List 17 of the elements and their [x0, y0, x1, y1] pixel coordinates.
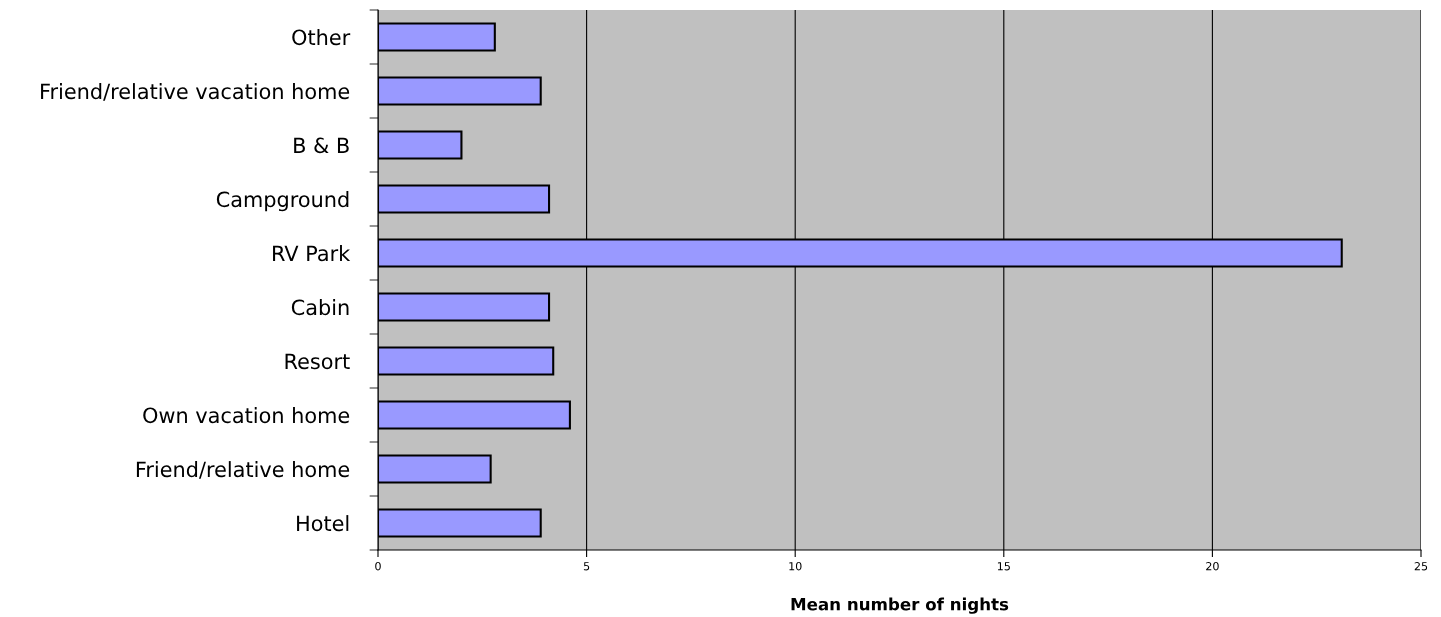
- y-tick-label: Cabin: [291, 299, 349, 316]
- x-tick-label: 25: [1414, 562, 1428, 571]
- y-tick-label: Friend/relative vacation home: [41, 83, 350, 101]
- x-tick-label: 10: [789, 562, 802, 571]
- y-tick-label: Campground: [216, 191, 349, 212]
- x-tick-label: 0: [375, 562, 381, 571]
- y-tick-label: RV Park: [273, 245, 351, 262]
- x-axis-title: Mean number of nights: [791, 597, 1009, 614]
- x-tick-label: 5: [583, 562, 590, 571]
- y-tick-label: Resort: [285, 353, 350, 370]
- y-tick-label: Friend/relative home: [136, 461, 350, 479]
- y-tick-label: B & B: [294, 137, 349, 154]
- x-tick-label: 20: [1206, 562, 1219, 571]
- y-tick-label: Other: [292, 29, 351, 46]
- x-tick-label: 15: [997, 562, 1010, 571]
- y-tick-label: Hotel: [297, 515, 349, 532]
- y-tick-label: Own vacation home: [143, 407, 350, 424]
